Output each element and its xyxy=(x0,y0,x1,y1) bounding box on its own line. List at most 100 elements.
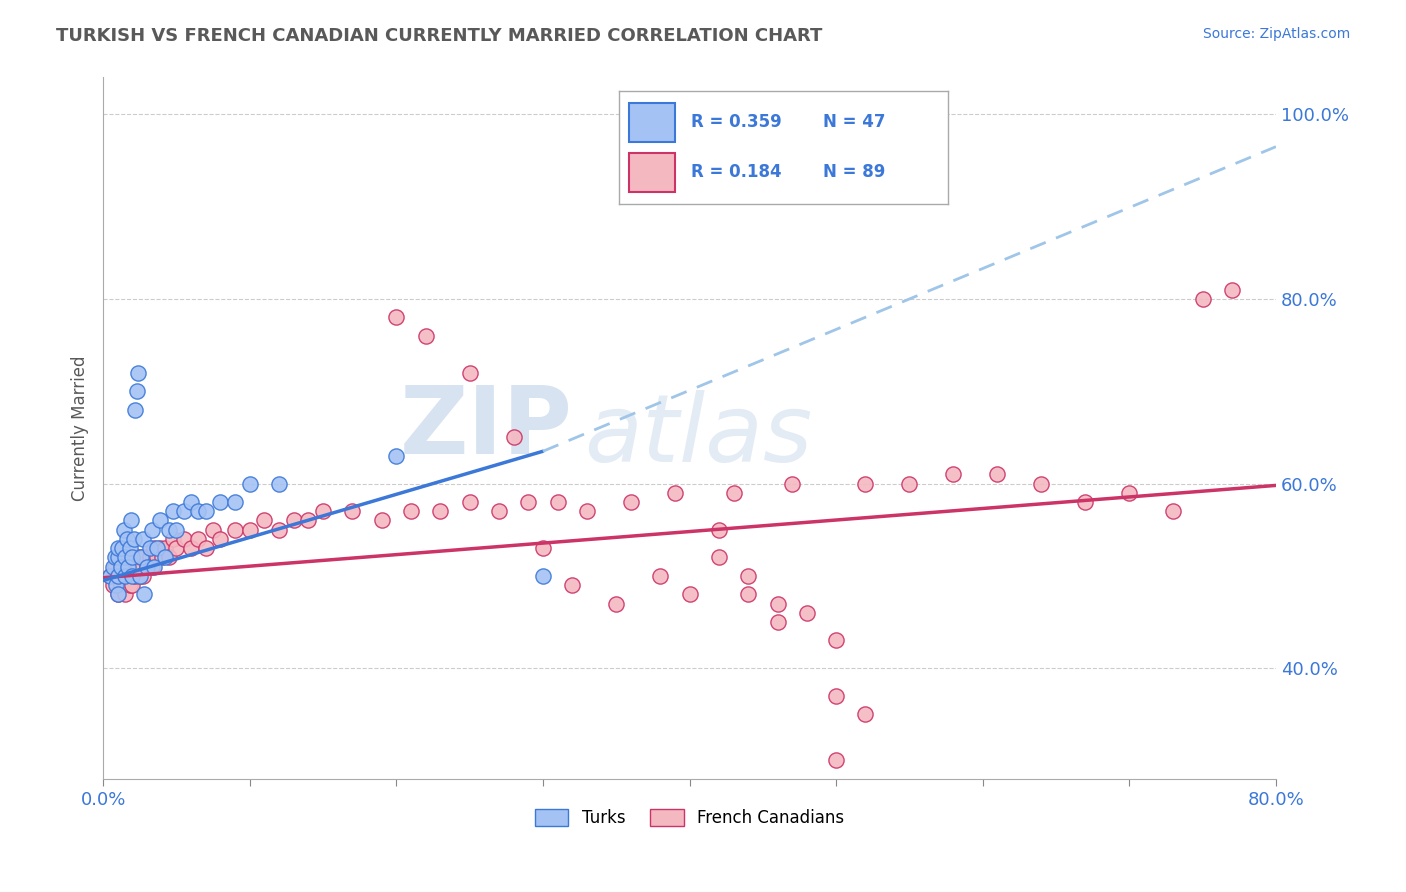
Point xyxy=(104,550,127,565)
Point xyxy=(488,504,510,518)
Point xyxy=(129,550,152,565)
Point xyxy=(118,578,141,592)
Point xyxy=(825,633,848,648)
Point xyxy=(115,532,138,546)
Point xyxy=(173,504,195,518)
Point xyxy=(766,597,789,611)
Point xyxy=(112,523,135,537)
Point xyxy=(121,578,143,592)
Point xyxy=(796,606,818,620)
Point xyxy=(149,541,172,556)
Point xyxy=(385,449,408,463)
Point xyxy=(125,384,148,399)
Point xyxy=(780,476,803,491)
Point xyxy=(121,550,143,565)
Text: Source: ZipAtlas.com: Source: ZipAtlas.com xyxy=(1202,27,1350,41)
Point xyxy=(547,495,569,509)
Point xyxy=(1220,283,1243,297)
Point xyxy=(342,504,364,518)
Point xyxy=(105,578,128,592)
Point xyxy=(502,430,524,444)
Point xyxy=(132,532,155,546)
Point xyxy=(107,569,129,583)
Point xyxy=(146,541,169,556)
Point xyxy=(162,504,184,518)
Point xyxy=(620,495,643,509)
Point xyxy=(114,587,136,601)
Point xyxy=(855,476,877,491)
Point xyxy=(122,559,145,574)
Point xyxy=(120,513,142,527)
Point xyxy=(766,615,789,629)
Point xyxy=(128,569,150,583)
Point xyxy=(297,513,319,527)
Point xyxy=(1191,292,1213,306)
Point xyxy=(898,476,921,491)
Point xyxy=(1074,495,1097,509)
Point xyxy=(153,550,176,565)
Point xyxy=(103,559,125,574)
Point xyxy=(678,587,700,601)
Point xyxy=(180,541,202,556)
Point xyxy=(117,559,139,574)
Point xyxy=(134,587,156,601)
Point xyxy=(267,476,290,491)
Point xyxy=(531,541,554,556)
Point xyxy=(143,541,166,556)
Point xyxy=(107,587,129,601)
Point xyxy=(128,569,150,583)
Point xyxy=(399,504,422,518)
Point xyxy=(737,569,759,583)
Point xyxy=(605,597,627,611)
Point xyxy=(415,329,437,343)
Point xyxy=(1031,476,1053,491)
Point xyxy=(149,513,172,527)
Point xyxy=(194,504,217,518)
Point xyxy=(117,550,139,565)
Point xyxy=(187,504,209,518)
Point xyxy=(110,559,132,574)
Point xyxy=(114,569,136,583)
Point xyxy=(737,587,759,601)
Point xyxy=(202,523,225,537)
Point xyxy=(267,523,290,537)
Point xyxy=(122,532,145,546)
Point xyxy=(100,569,122,583)
Point xyxy=(146,550,169,565)
Point xyxy=(104,559,127,574)
Point xyxy=(825,689,848,703)
Point xyxy=(150,550,173,565)
Point xyxy=(429,504,451,518)
Point xyxy=(120,559,142,574)
Point xyxy=(173,532,195,546)
Point xyxy=(239,523,262,537)
Point xyxy=(180,495,202,509)
Point xyxy=(132,569,155,583)
Point xyxy=(115,569,138,583)
Point xyxy=(141,559,163,574)
Point xyxy=(209,495,232,509)
Point xyxy=(165,541,187,556)
Point xyxy=(139,550,162,565)
Point xyxy=(100,569,122,583)
Point xyxy=(575,504,598,518)
Point xyxy=(165,523,187,537)
Point xyxy=(124,402,146,417)
Point xyxy=(107,550,129,565)
Point xyxy=(458,366,481,380)
Point xyxy=(157,523,180,537)
Point xyxy=(209,532,232,546)
Point xyxy=(134,550,156,565)
Point xyxy=(385,310,408,325)
Point xyxy=(107,587,129,601)
Point xyxy=(125,550,148,565)
Text: TURKISH VS FRENCH CANADIAN CURRENTLY MARRIED CORRELATION CHART: TURKISH VS FRENCH CANADIAN CURRENTLY MAR… xyxy=(56,27,823,45)
Point xyxy=(239,476,262,491)
Point xyxy=(312,504,335,518)
Point xyxy=(107,569,129,583)
Point xyxy=(103,578,125,592)
Point xyxy=(121,569,143,583)
Point xyxy=(118,541,141,556)
Point xyxy=(127,366,149,380)
Text: atlas: atlas xyxy=(583,390,813,481)
